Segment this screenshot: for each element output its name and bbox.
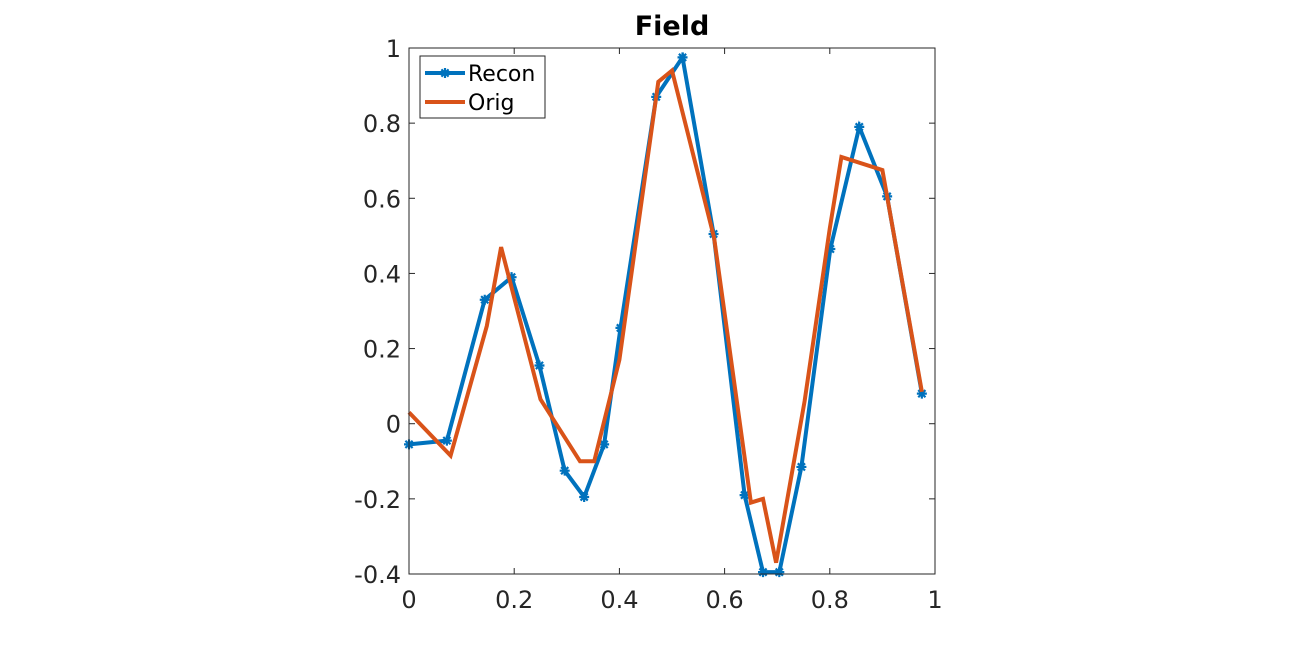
y-tick-label: 0.4 <box>363 260 401 288</box>
asterisk-marker <box>441 435 452 446</box>
data-point <box>599 439 610 450</box>
data-point <box>615 322 626 333</box>
asterisk-marker <box>739 490 750 501</box>
asterisk-marker <box>615 322 626 333</box>
asterisk-marker <box>440 68 450 78</box>
axes-box <box>408 47 936 575</box>
x-tick-label: 0.2 <box>495 586 533 614</box>
x-tick-label: 0.4 <box>600 586 638 614</box>
y-tick-label: 0.2 <box>363 336 401 364</box>
asterisk-marker <box>479 294 490 305</box>
x-tick-label: 0 <box>401 586 416 614</box>
data-point <box>440 68 450 78</box>
data-point <box>825 244 836 255</box>
plot-area <box>409 48 935 574</box>
data-point <box>739 490 750 501</box>
chart-title: Field <box>635 11 710 42</box>
x-tick-label: 0.6 <box>706 586 744 614</box>
x-tick-label: 0.8 <box>811 586 849 614</box>
y-tick-label: 1 <box>386 35 401 63</box>
y-tick-label: -0.4 <box>354 561 401 589</box>
data-point <box>796 461 807 472</box>
asterisk-marker <box>916 388 927 399</box>
data-point <box>854 121 865 132</box>
asterisk-marker <box>796 461 807 472</box>
asterisk-marker <box>757 567 768 578</box>
y-tick-label: 0 <box>386 411 401 439</box>
asterisk-marker <box>599 439 610 450</box>
legend-recon-label: Recon <box>468 62 535 87</box>
series-line-orig <box>407 66 924 564</box>
data-point <box>916 388 927 399</box>
y-tick-label: 0.6 <box>363 185 401 213</box>
asterisk-marker <box>774 567 785 578</box>
data-point <box>774 567 785 578</box>
x-tick-label: 1 <box>927 586 942 614</box>
data-point <box>441 435 452 446</box>
series-orig <box>407 66 924 564</box>
legend-box <box>419 55 546 119</box>
y-tick-label: -0.2 <box>354 486 401 514</box>
asterisk-marker <box>506 272 517 283</box>
data-point <box>757 567 768 578</box>
legend-orig-label: Orig <box>468 91 514 116</box>
y-tick-label: 0.8 <box>363 110 401 138</box>
asterisk-marker <box>854 121 865 132</box>
data-point <box>479 294 490 305</box>
legend-recon-marker <box>440 68 450 78</box>
asterisk-marker <box>825 244 836 255</box>
asterisk-marker <box>534 360 545 371</box>
series-line-recon <box>408 52 924 575</box>
series-layer <box>404 52 927 578</box>
data-point <box>677 52 688 63</box>
data-point <box>579 491 590 502</box>
data-point <box>534 360 545 371</box>
data-point <box>559 465 570 476</box>
axis-ticks: 0 0.2 0.4 0.6 0.8 1 -0.4 -0.2 0 0.2 0.4 0.6 0.8 1 <box>354 35 942 614</box>
asterisk-marker <box>579 491 590 502</box>
asterisk-marker <box>559 465 570 476</box>
data-point <box>506 272 517 283</box>
legend: Recon Orig <box>419 55 546 119</box>
asterisk-marker <box>677 52 688 63</box>
